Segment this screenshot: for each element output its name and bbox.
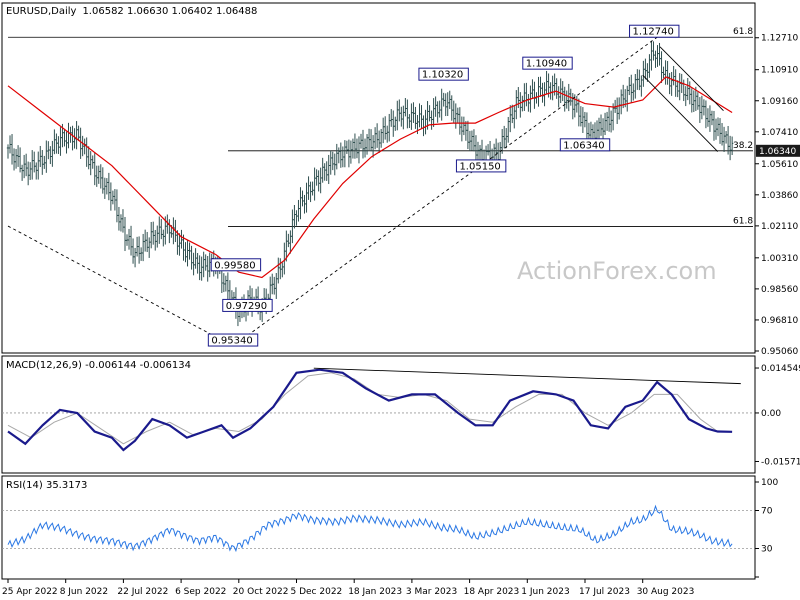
date-axis-label: 18 Apr 2023 — [464, 587, 520, 597]
moving-average-line — [7, 76, 733, 279]
rsi-label: RSI(14) 35.3173 — [6, 480, 87, 491]
price-axis-label: 1.05610 — [761, 160, 798, 170]
rsi-axis-label: 70 — [761, 507, 773, 517]
price-axis-label: 0.96810 — [761, 316, 798, 326]
macd-axis-label: 0.00 — [761, 409, 781, 419]
date-axis-label: 22 Jul 2022 — [117, 587, 168, 597]
fib-level-label: 61.8 — [733, 27, 753, 37]
price-annotation-label: 1.06340 — [563, 140, 604, 151]
trendline — [659, 46, 724, 112]
symbol-name: EURUSD,Daily — [6, 6, 77, 17]
rsi-axis-label: 30 — [761, 545, 773, 555]
date-axis-label: 20 Oct 2022 — [233, 587, 289, 597]
macd-axis-label: 0.014549 — [761, 364, 800, 374]
date-axis-label: 3 Mar 2023 — [406, 587, 457, 597]
current-price-tag-box — [756, 144, 800, 157]
watermark: ActionForex.com — [517, 257, 717, 285]
date-axis-label: 5 Dec 2022 — [291, 587, 343, 597]
ohlc-readout: 1.06582 1.06630 1.06402 1.06488 — [82, 6, 257, 17]
price-axis-label: 1.02110 — [761, 222, 798, 232]
rsi-line — [7, 504, 733, 553]
date-axis-label: 17 Jul 2023 — [579, 587, 630, 597]
price-annotation-box — [559, 138, 611, 152]
date-axis-label: 6 Sep 2022 — [175, 587, 226, 597]
date-axis-label: 25 Apr 2022 — [2, 587, 58, 597]
price-axis-label: 1.12710 — [761, 34, 798, 44]
price-annotation-label: 0.95340 — [211, 336, 252, 347]
current-price-tag: 1.06340 — [759, 147, 796, 157]
price-annotation-label: 1.10320 — [422, 70, 463, 81]
price-annotation-label: 1.10940 — [526, 59, 567, 70]
rsi-axis-label: 100 — [761, 478, 778, 488]
price-axis-label: 0.98560 — [761, 285, 798, 295]
symbol-label: EURUSD,Daily 1.06582 1.06630 1.06402 1.06… — [6, 6, 257, 17]
price-annotation-box — [207, 333, 259, 347]
price-annotation-label: 1.05150 — [459, 161, 500, 172]
fib-level-label: 38.2 — [733, 141, 753, 151]
price-annotation-box — [522, 56, 573, 70]
price-annotation-box — [222, 298, 273, 312]
price-axis-label: 1.09160 — [761, 97, 798, 107]
price-axis-label: 1.03860 — [761, 191, 798, 201]
date-axis-label: 18 Jan 2023 — [348, 587, 402, 597]
price-axis-label: 1.07410 — [761, 128, 798, 138]
price-annotation-box — [418, 67, 469, 81]
price-annotation-box — [455, 159, 507, 173]
price-annotation-label: 1.12740 — [633, 27, 674, 38]
date-axis-label: 1 Jun 2023 — [521, 587, 569, 597]
date-axis-label: 30 Aug 2023 — [637, 587, 695, 597]
price-axis-label: 1.10910 — [761, 66, 798, 76]
trendline — [642, 74, 719, 152]
price-axis-label: 0.95060 — [761, 347, 798, 357]
date-axis-label: 8 Jun 2022 — [60, 587, 108, 597]
macd-panel — [1, 355, 756, 474]
rsi-panel — [1, 475, 756, 580]
fib-level-label: 61.8 — [733, 217, 753, 227]
price-annotation-box — [629, 24, 680, 38]
macd-axis-label: -0.015712 — [761, 457, 800, 467]
price-axis-label: 1.00310 — [761, 254, 798, 264]
trendline — [7, 225, 234, 347]
macd-label: MACD(12,26,9) -0.006144 -0.006134 — [6, 360, 191, 371]
macd-main-line — [7, 368, 733, 452]
price-annotation-box — [210, 258, 262, 272]
price-annotation-label: 0.97290 — [226, 301, 267, 312]
price-annotation-label: 0.99580 — [214, 260, 255, 271]
price-panel — [1, 2, 756, 354]
macd-trendline — [313, 367, 741, 385]
